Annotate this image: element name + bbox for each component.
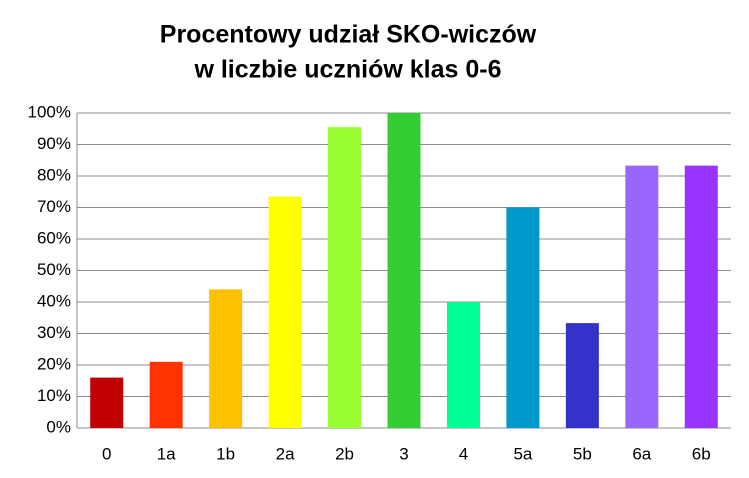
- bar: [328, 127, 362, 429]
- y-tick-label: 20%: [37, 354, 71, 373]
- bar: [446, 302, 480, 428]
- y-tick-label: 50%: [37, 260, 71, 279]
- bar: [684, 165, 718, 429]
- bar: [506, 207, 540, 428]
- x-tick-label: 5a: [513, 444, 532, 463]
- y-tick-label: 90%: [37, 134, 71, 153]
- x-tick-label: 0: [102, 444, 111, 463]
- y-tick-label: 100%: [28, 102, 71, 121]
- x-tick-label: 1b: [216, 444, 235, 463]
- chart-title: w liczbie uczniów klas 0-6: [193, 56, 501, 84]
- bar: [209, 289, 243, 428]
- x-tick-label: 6a: [632, 444, 651, 463]
- chart-title: Procentowy udział SKO-wiczów: [160, 21, 537, 49]
- bar: [625, 165, 659, 429]
- y-tick-label: 60%: [37, 228, 71, 247]
- y-tick-label: 10%: [37, 386, 71, 405]
- x-tick-label: 6b: [692, 444, 711, 463]
- y-tick-label: 70%: [37, 197, 71, 216]
- y-tick-label: 80%: [37, 165, 71, 184]
- x-tick-label: 1a: [157, 444, 176, 463]
- x-tick-label: 4: [459, 444, 468, 463]
- x-tick-label: 2b: [335, 444, 354, 463]
- x-tick-label: 2a: [276, 444, 295, 463]
- y-tick-label: 40%: [37, 291, 71, 310]
- bar: [149, 361, 183, 428]
- y-tick-label: 0%: [46, 417, 71, 436]
- bar: [565, 323, 599, 428]
- x-tick-label: 3: [399, 444, 408, 463]
- bar: [90, 377, 124, 428]
- y-tick-label: 30%: [37, 323, 71, 342]
- bar: [387, 113, 421, 428]
- bar: [268, 196, 302, 428]
- x-tick-label: 5b: [573, 444, 592, 463]
